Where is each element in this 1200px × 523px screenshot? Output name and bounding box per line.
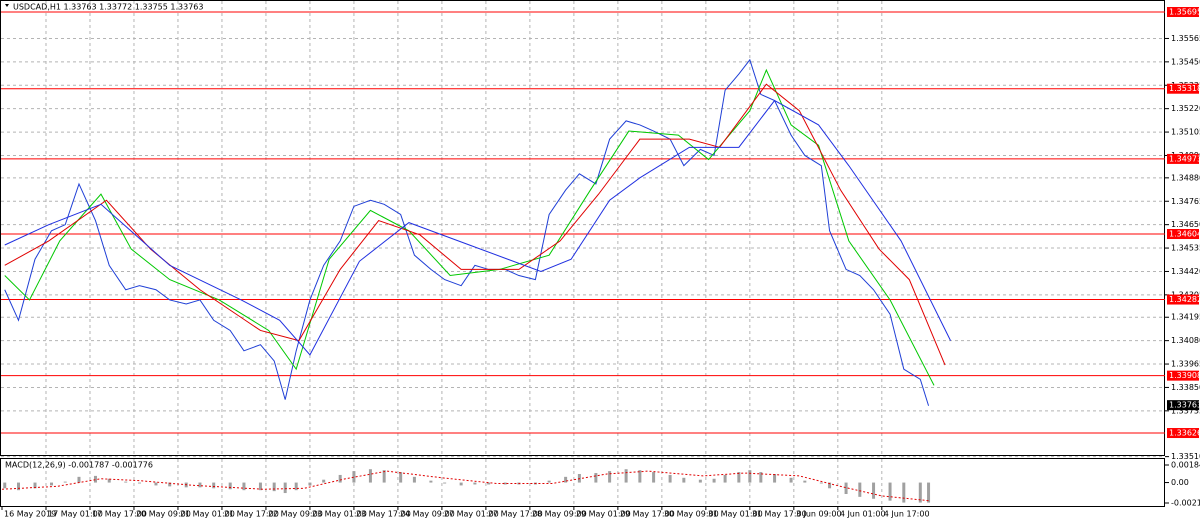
y-tick-label: 1.35450 [1171, 57, 1200, 66]
x-tick-label: 28 May 09:00 [532, 510, 587, 519]
level-label: 1.33626 [1169, 429, 1200, 438]
level-label: 1.34282 [1169, 295, 1200, 304]
y-tick-label: 1.35565 [1171, 34, 1200, 43]
y-tick-label: 1.34080 [1171, 336, 1200, 345]
moving-average [4, 68, 935, 386]
x-tick-label: 27 May 17:00 [488, 510, 543, 519]
y-tick-label: 1.34420 [1171, 267, 1200, 276]
macd-panel [0, 458, 1165, 507]
x-tick-label: 30 May 09:00 [664, 510, 719, 519]
x-tick-label: 3 Jun 09:00 [796, 510, 842, 519]
x-tick-label: 24 May 09:00 [400, 510, 455, 519]
symbol-header: USDCAD,H1 1.33763 1.33772 1.33755 1.3376… [13, 3, 203, 12]
level-label: 1.34973 [1169, 154, 1200, 163]
level-tag [1167, 428, 1199, 439]
x-tick-label: 31 May 17:00 [752, 510, 807, 519]
x-tick-label: 20 May 09:00 [136, 510, 191, 519]
x-tick-label: 17 May 17:00 [92, 510, 147, 519]
x-tick-label: 4 Jun 17:00 [884, 510, 930, 519]
x-tick-label: 21 May 01:00 [180, 510, 235, 519]
level-tag [1167, 370, 1199, 381]
x-tick-label: 31 May 01:00 [708, 510, 763, 519]
x-tick-label: 17 May 01:00 [48, 510, 103, 519]
level-label: 1.35318 [1169, 84, 1200, 93]
level-tag [1167, 7, 1199, 18]
x-tick-label: 27 May 01:00 [444, 510, 499, 519]
macd-signal [1, 470, 929, 502]
level-tag [1167, 229, 1199, 240]
menu-arrow[interactable] [5, 4, 9, 7]
level-label: 1.34604 [1169, 230, 1200, 239]
y-tick-label: 1.34195 [1171, 313, 1200, 322]
y-tick-label: 1.33965 [1171, 360, 1200, 369]
moving-average [4, 99, 951, 356]
x-tick-label: 4 Jun 01:00 [840, 510, 886, 519]
x-tick-label: 23 May 17:00 [356, 510, 411, 519]
moving-average [4, 83, 946, 366]
y-tick-label: -0.002145 [1171, 498, 1200, 507]
y-tick-label: 1.33850 [1171, 383, 1200, 392]
x-tick-label: 21 May 17:00 [224, 510, 279, 519]
macd-title: MACD(12,26,9) -0.001787 -0.001776 [5, 461, 153, 470]
y-tick-label: 1.34880 [1171, 173, 1200, 182]
x-tick-label: 23 May 01:00 [312, 510, 367, 519]
y-tick-label: 0.001843 [1171, 461, 1200, 470]
y-tick-label: 1.34650 [1171, 220, 1200, 229]
price-line [4, 58, 930, 406]
level-tag [1167, 153, 1199, 164]
level-label: 1.33908 [1169, 371, 1200, 380]
price-tag [1167, 400, 1199, 411]
y-tick-label: 1.34535 [1171, 244, 1200, 253]
x-tick-label: 29 May 17:00 [620, 510, 675, 519]
x-tick-label: 29 May 01:00 [576, 510, 631, 519]
current-price: 1.33763 [1169, 401, 1200, 410]
main-panel [0, 0, 1165, 456]
level-label: 1.35695 [1169, 8, 1200, 17]
y-tick-label: 0.00 [1171, 478, 1189, 487]
level-tag [1167, 83, 1199, 94]
x-tick-label: 22 May 09:00 [268, 510, 323, 519]
y-tick-label: 1.35105 [1171, 128, 1200, 137]
x-tick-label: 16 May 2019 [4, 510, 56, 519]
level-tag [1167, 294, 1199, 305]
y-tick-label: 1.34765 [1171, 197, 1200, 206]
y-tick-label: 1.33735 [1171, 406, 1200, 415]
y-tick-label: 1.35220 [1171, 104, 1200, 113]
